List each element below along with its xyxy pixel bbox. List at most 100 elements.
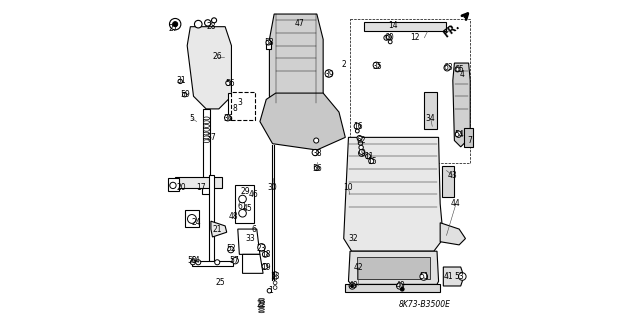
Text: 14: 14	[388, 21, 397, 30]
Circle shape	[258, 244, 266, 251]
Text: 22: 22	[257, 300, 266, 309]
Text: 61: 61	[237, 203, 247, 211]
Text: 17: 17	[196, 183, 206, 192]
Ellipse shape	[204, 132, 210, 135]
Circle shape	[359, 149, 364, 154]
Text: 35: 35	[372, 62, 382, 71]
Polygon shape	[243, 254, 263, 273]
Text: 40: 40	[396, 281, 406, 291]
Bar	[266, 41, 271, 49]
Polygon shape	[348, 251, 438, 285]
Circle shape	[212, 18, 216, 23]
Bar	[185, 210, 199, 227]
Text: 16: 16	[353, 122, 363, 131]
Text: 8: 8	[232, 104, 237, 113]
Text: 20: 20	[176, 183, 186, 192]
Circle shape	[325, 70, 333, 77]
Text: 46: 46	[249, 190, 259, 199]
Ellipse shape	[204, 140, 210, 143]
Text: 44: 44	[451, 199, 461, 208]
Text: 59: 59	[180, 90, 191, 99]
Circle shape	[312, 149, 319, 156]
Polygon shape	[187, 27, 232, 109]
Circle shape	[355, 129, 359, 133]
Text: 24: 24	[192, 218, 202, 227]
Text: 53: 53	[454, 272, 464, 281]
Circle shape	[458, 273, 466, 280]
Ellipse shape	[204, 128, 210, 131]
Text: 60: 60	[385, 33, 394, 42]
Ellipse shape	[204, 124, 210, 127]
Bar	[192, 261, 233, 266]
Text: 65: 65	[454, 65, 464, 74]
Circle shape	[314, 166, 319, 171]
Bar	[202, 178, 211, 194]
Circle shape	[314, 138, 319, 143]
Polygon shape	[260, 93, 346, 150]
Ellipse shape	[259, 308, 264, 310]
Text: 33: 33	[246, 234, 255, 243]
Circle shape	[420, 273, 428, 280]
Text: 31: 31	[176, 76, 186, 85]
Circle shape	[239, 210, 246, 217]
Circle shape	[373, 62, 380, 69]
Circle shape	[401, 287, 404, 291]
Text: 49: 49	[348, 281, 358, 291]
Circle shape	[387, 34, 392, 40]
Text: 42: 42	[353, 263, 363, 271]
Circle shape	[225, 115, 231, 121]
Circle shape	[195, 20, 202, 28]
Circle shape	[273, 286, 277, 289]
Circle shape	[358, 150, 365, 156]
Text: 19: 19	[261, 263, 271, 271]
Circle shape	[239, 108, 244, 113]
Circle shape	[365, 154, 371, 159]
Text: 10: 10	[344, 183, 353, 192]
Ellipse shape	[204, 121, 210, 123]
Text: 8K73-B3500E: 8K73-B3500E	[398, 300, 451, 309]
Circle shape	[173, 22, 178, 27]
Text: 58: 58	[264, 38, 274, 47]
Text: 41: 41	[444, 272, 453, 281]
Text: 12: 12	[410, 33, 420, 42]
Text: 23: 23	[257, 243, 266, 253]
Text: 37: 37	[206, 133, 216, 142]
Text: 36: 36	[223, 114, 233, 123]
Text: FR.: FR.	[442, 21, 461, 40]
Text: 51: 51	[420, 272, 429, 281]
Bar	[357, 257, 430, 279]
Circle shape	[170, 182, 176, 189]
Bar	[442, 166, 454, 197]
Text: 2: 2	[341, 60, 346, 69]
Circle shape	[455, 67, 460, 72]
Circle shape	[358, 141, 363, 145]
Polygon shape	[444, 267, 464, 286]
Circle shape	[262, 251, 268, 257]
Bar	[203, 109, 210, 178]
Circle shape	[239, 195, 246, 203]
Circle shape	[190, 260, 195, 265]
Circle shape	[267, 288, 271, 293]
Circle shape	[205, 20, 211, 26]
Text: 30: 30	[268, 183, 278, 192]
Polygon shape	[238, 229, 260, 254]
Circle shape	[273, 271, 277, 275]
Circle shape	[262, 263, 268, 269]
Text: 39: 39	[324, 70, 334, 78]
Circle shape	[349, 283, 355, 289]
Bar	[228, 93, 247, 118]
Circle shape	[351, 285, 354, 287]
Circle shape	[226, 80, 231, 85]
Text: 47: 47	[294, 19, 305, 28]
Text: 25: 25	[216, 278, 225, 287]
Bar	[235, 185, 253, 223]
Text: 4: 4	[460, 70, 465, 78]
Circle shape	[397, 283, 403, 289]
Bar	[168, 178, 179, 191]
Text: 7: 7	[468, 136, 473, 145]
Circle shape	[170, 19, 181, 30]
Circle shape	[196, 260, 201, 265]
Text: 57: 57	[230, 256, 239, 265]
Text: 13: 13	[270, 272, 280, 281]
Text: 28: 28	[206, 22, 216, 31]
